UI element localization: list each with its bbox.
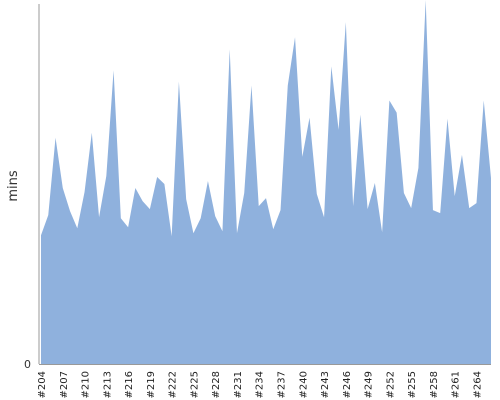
series-area: [41, 0, 491, 364]
x-tick-label: #231: [233, 371, 244, 398]
x-tick-label: #240: [298, 371, 309, 398]
x-tick-labels: #204 #207 #210 #213 #216 #219 #222 #225 #228 #231…: [37, 371, 483, 398]
x-tick-label: #246: [342, 371, 353, 398]
x-tick-label: #225: [189, 371, 200, 398]
x-tick-label: #222: [168, 371, 179, 398]
x-tick-label: #213: [102, 371, 113, 398]
x-tick-label: #261: [451, 371, 462, 398]
x-tick-label: #264: [472, 371, 483, 398]
x-tick-label: #210: [81, 371, 92, 398]
y-tick-label: 0: [24, 358, 31, 371]
x-tick-label: #249: [364, 371, 375, 398]
x-tick-label: #243: [320, 371, 331, 398]
y-axis-label: mins: [6, 170, 21, 202]
x-tick-label: #228: [211, 371, 222, 398]
x-tick-label: #219: [146, 371, 157, 398]
x-tick-label: #255: [407, 371, 418, 398]
x-tick-label: #204: [37, 371, 48, 398]
x-tick-label: #207: [59, 371, 70, 398]
x-tick-label: #237: [277, 371, 288, 398]
x-tick-label: #234: [255, 371, 266, 398]
x-tick-label: #258: [429, 371, 440, 398]
x-tick-label: #216: [124, 371, 135, 398]
x-tick-label: #252: [385, 371, 396, 398]
